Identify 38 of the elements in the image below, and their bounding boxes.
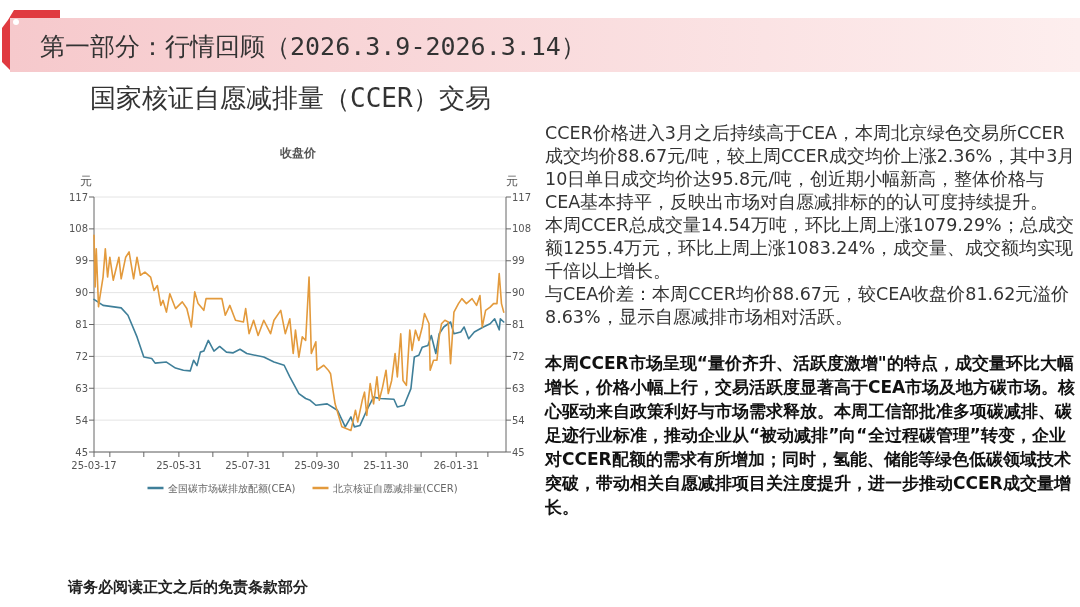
y-tick-label: 63	[75, 382, 88, 394]
y2-tick-label: 63	[512, 382, 525, 394]
y-tick-label: 99	[75, 255, 88, 267]
text: 本周CCER市场呈现“量价齐升、活跃度激增"的特点，成交量环比大幅增长，价格小幅上行，交易活跃度显著高于CEA市场及地方碳市场。核心驱动来自政策利好与市场需求释放。本周工信部批准多项碳减排、碳足迹行业标准，推动企业从“被动减排”向“全过程碳管理”转变，企业对CCER配额的需求有所增加；同时，氢能、储能等绿色低碳领域技术突破，带动相关自愿减排项目关注度提升，进一步推动CCER成交量增长。	[545, 352, 1077, 519]
text: 请务必阅读正文之后的免责条款部分	[68, 578, 308, 597]
y2-tick-label: 117	[512, 191, 532, 203]
x-tick-label: 25-03-17	[71, 460, 117, 471]
line-series	[93, 234, 505, 432]
x-tick-label: 26-01-31	[433, 460, 479, 471]
y-tick-label: 54	[75, 414, 88, 426]
x-tick-label: 25-05-31	[156, 460, 202, 471]
text: 第一部分：行情回顾（2026.3.9-2026.3.14）	[40, 31, 586, 63]
y2-tick-label: 54	[512, 414, 525, 426]
y2-tick-label: 90	[512, 287, 525, 299]
y2-tick-label: 81	[512, 319, 525, 330]
y2-axis-title: 元	[506, 174, 518, 188]
y-tick-label: 117	[68, 191, 88, 203]
y-axis-title: 元	[80, 174, 92, 188]
legend-label: 全国碳市场碳排放配额(CEA)	[167, 482, 296, 494]
y-tick-label: 72	[75, 350, 88, 362]
y2-tick-label: 72	[512, 350, 525, 362]
x-tick-label: 25-11-30	[363, 460, 409, 471]
y2-tick-label: 99	[512, 255, 525, 267]
x-tick-label: 25-09-30	[294, 460, 340, 471]
y2-tick-label: 45	[512, 446, 525, 458]
y-tick-label: 90	[75, 287, 88, 299]
y-tick-label: 108	[68, 223, 88, 235]
y-tick-label: 81	[75, 319, 88, 330]
y2-tick-label: 108	[512, 223, 532, 235]
chart-title: 收盘价	[279, 146, 317, 160]
text: 本周CCER总成交量14.54万吨，环比上周上涨1079.29%；总成交额1255.4万元，环比上周上涨1083.24%，成交量、成交额均实现千倍以上增长。	[545, 214, 1075, 283]
y-tick-label: 45	[75, 446, 88, 458]
x-tick-label: 25-07-31	[225, 460, 271, 471]
legend-label: 北京核证自愿减排量(CCER)	[332, 482, 458, 494]
line-series	[93, 298, 505, 428]
text: 与CEA价差：本周CCER均价88.67元，较CEA收盘价81.62元溢价8.63%，显示自愿减排市场相对活跃。	[545, 283, 1071, 329]
text: CCER价格进入3月之后持续高于CEA，本周北京绿色交易所CCER成交均价88.67元/吨，较上周CCER成交均价上涨2.36%，其中3月10日单日成交均价达95.8元/吨，创近期小幅新高，整体价格与CEA基本持平，反映出市场对自愿减排标的的认可度持续提升。	[545, 122, 1077, 214]
text: 国家核证自愿减排量（CCER）交易	[90, 82, 491, 115]
